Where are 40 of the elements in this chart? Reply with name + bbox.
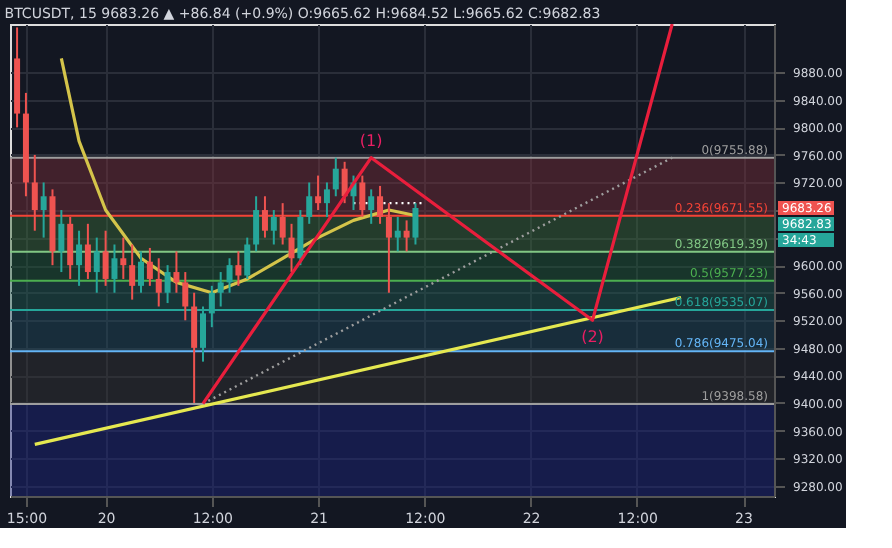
candlestick [323,181,330,218]
candlestick [279,202,286,246]
candlestick [359,174,366,218]
candlestick [244,236,251,280]
candlestick [288,222,295,274]
candlestick [111,243,118,294]
candlestick [31,153,38,232]
candlestick [102,229,109,287]
candlestick [129,243,136,301]
candlestick [138,250,145,294]
candlestick [368,188,375,225]
candlestick [403,219,410,253]
candlestick [412,202,419,246]
candlestick [155,257,162,308]
candlestick [67,215,74,280]
candlestick [306,181,313,225]
candlestick [93,236,100,294]
candlestick [315,174,322,212]
annotation: (2) [581,328,604,347]
candlestick [235,250,242,287]
candlestick [76,229,83,287]
candlestick [253,195,260,253]
candlestick [182,271,189,322]
candlestick [58,209,65,274]
candlestick [146,246,153,287]
candlestick [120,236,127,280]
candlestick [297,209,304,267]
candlestick [164,264,171,305]
candlestick [40,181,47,239]
candlestick [84,222,91,280]
candlestick [261,195,268,239]
annotation: (1) [359,131,383,150]
candlestick [173,250,180,294]
candlestick [377,184,384,225]
candlestick [191,291,198,404]
candlestick [332,156,339,198]
candlestick [270,209,277,246]
candlestick [226,257,233,294]
candlestick [385,202,392,294]
candlestick [394,215,401,253]
